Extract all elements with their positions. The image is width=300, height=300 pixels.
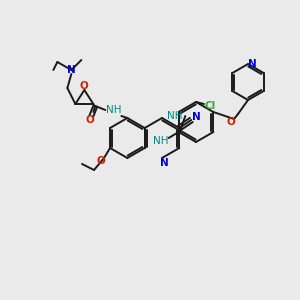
Text: NH: NH [153, 136, 168, 146]
Text: N: N [160, 158, 168, 168]
Text: O: O [226, 117, 236, 127]
Text: O: O [97, 156, 105, 166]
Text: O: O [80, 81, 89, 91]
Text: N: N [192, 112, 201, 122]
Text: NH: NH [167, 111, 182, 121]
Text: N: N [67, 65, 76, 75]
Text: O: O [86, 115, 95, 125]
Text: NH: NH [106, 105, 121, 115]
Text: N: N [248, 59, 256, 69]
Text: Cl: Cl [204, 101, 216, 111]
